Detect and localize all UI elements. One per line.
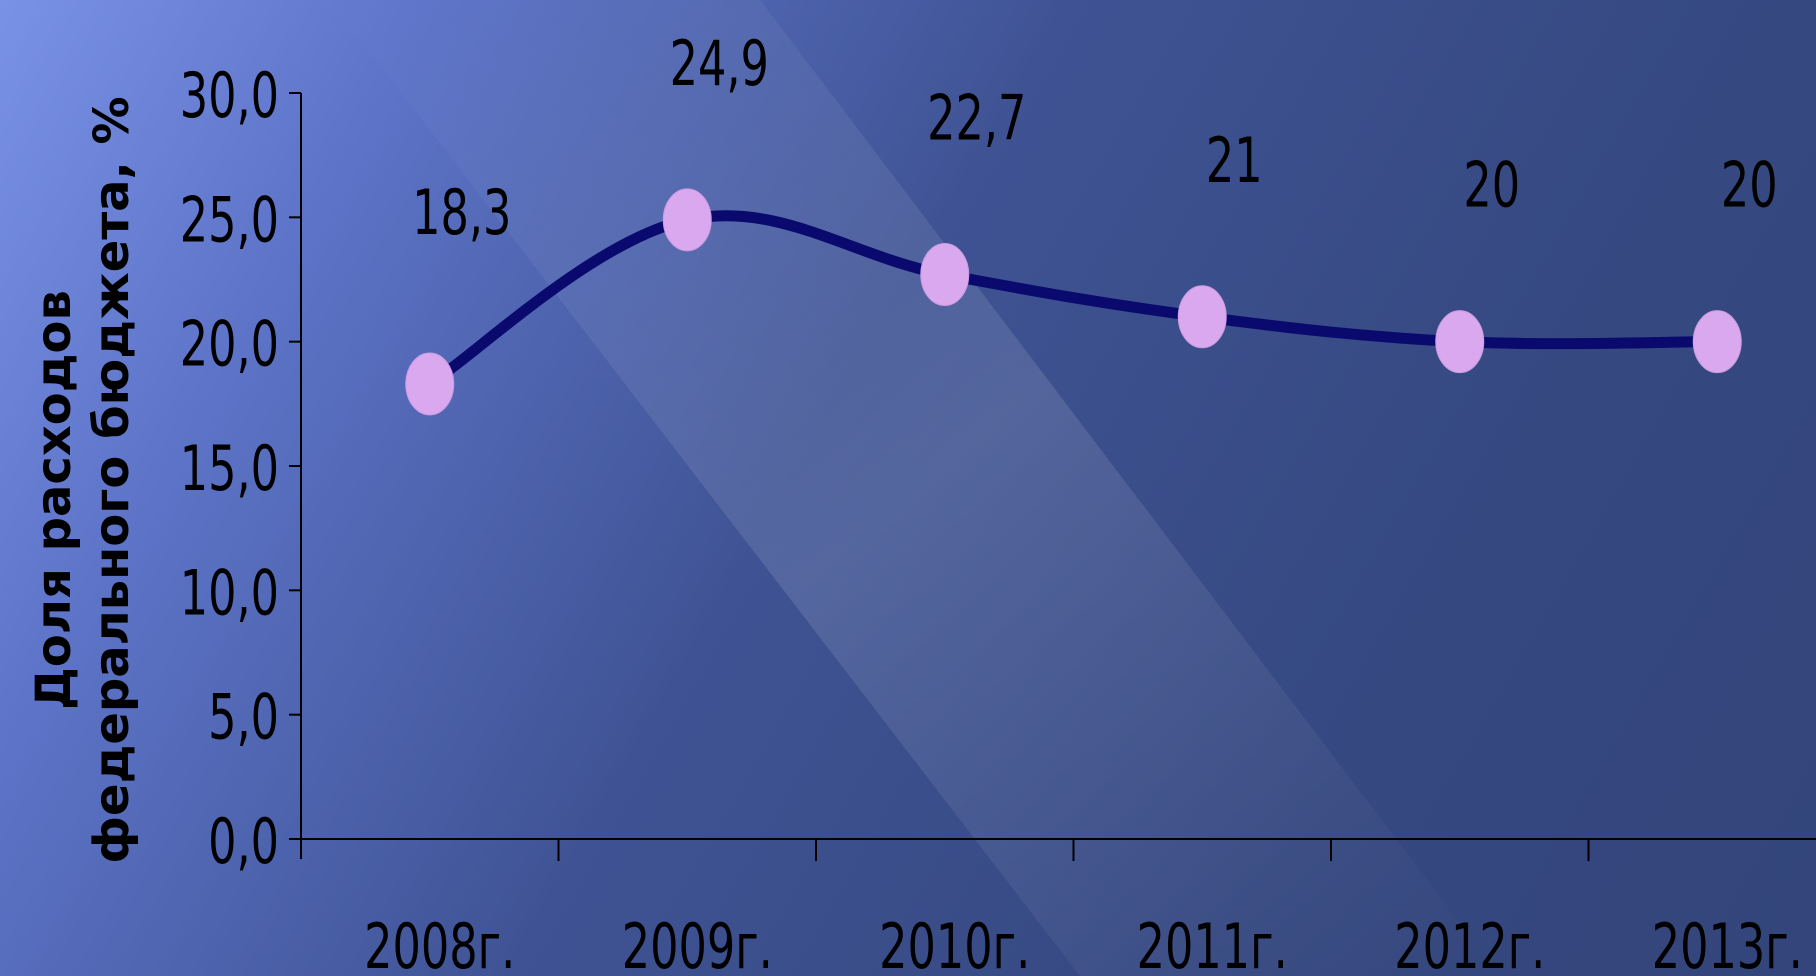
x-tick-label: 2012г. (1394, 912, 1545, 976)
data-label: 21 (1206, 125, 1263, 197)
data-label: 18,3 (412, 178, 511, 250)
y-tick-label: 10,0 (180, 558, 279, 630)
series-line-path (424, 210, 1723, 390)
data-label: 20 (1721, 150, 1778, 222)
y-axis-ticks: 0,0 5,0 10,0 15,0 20,0 25,0 30,0 (180, 61, 301, 879)
data-label: 20 (1463, 150, 1520, 222)
y-tick-label: 15,0 (180, 434, 279, 506)
x-axis-ticks: 2008г. 2009г. 2010г. 2011г. 2012г. 2013г. (364, 839, 1803, 976)
x-tick-label: 2011г. (1137, 912, 1288, 976)
data-point-marker (1692, 310, 1742, 374)
x-tick-label: 2010г. (879, 912, 1030, 976)
y-tick-label: 30,0 (180, 61, 279, 133)
data-label: 22,7 (927, 83, 1026, 155)
y-axis-title: Доля расходов федерального бюджета, % (26, 96, 140, 863)
data-point-marker (1435, 310, 1485, 374)
data-labels: 18,3 24,9 22,7 21 20 20 (412, 28, 1778, 249)
y-tick-label: 25,0 (180, 185, 279, 257)
data-point-marker (1177, 285, 1227, 349)
x-tick-label: 2013г. (1652, 912, 1803, 976)
y-axis-title-line1: Доля расходов (26, 290, 82, 710)
y-tick-label: 5,0 (208, 682, 279, 754)
data-label: 24,9 (670, 28, 769, 100)
y-axis-title-line2: федерального бюджета, % (84, 96, 140, 863)
y-tick-label: 20,0 (180, 309, 279, 381)
data-point-marker (662, 188, 712, 252)
x-tick-label: 2008г. (364, 912, 515, 976)
series-markers (405, 188, 1742, 416)
axes (300, 93, 1816, 859)
y-tick-label: 0,0 (208, 807, 279, 879)
series-line (424, 210, 1723, 390)
data-point-marker (920, 243, 970, 307)
x-tick-label: 2009г. (622, 912, 773, 976)
data-point-marker (405, 352, 455, 416)
